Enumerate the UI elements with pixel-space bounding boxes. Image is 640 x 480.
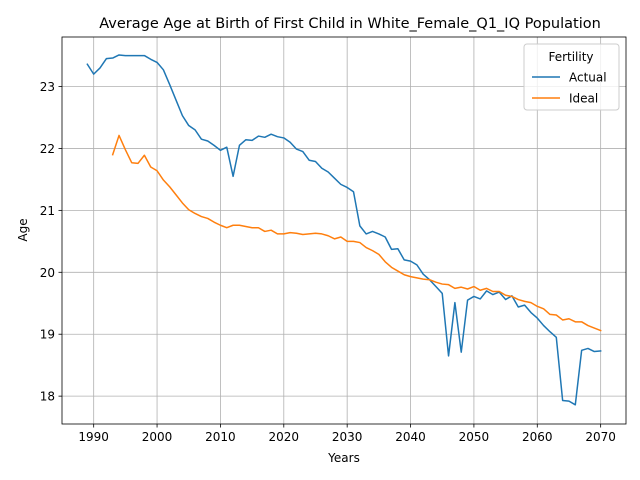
- legend-label-actual: Actual: [569, 71, 607, 85]
- x-tick-label: 2020: [269, 430, 300, 444]
- y-tick-label: 19: [40, 328, 55, 342]
- legend: Fertility Actual Ideal: [523, 43, 620, 111]
- y-tick-label: 21: [40, 204, 55, 218]
- legend-title: Fertility: [548, 50, 593, 64]
- x-axis-ticks: 1990 2000 2010 2020 2030 2040 2050 2060 2070: [78, 424, 616, 444]
- y-axis-label: Age: [16, 218, 30, 241]
- x-tick-label: 2010: [205, 430, 236, 444]
- legend-box: [523, 43, 620, 111]
- series-line-actual: [86, 54, 602, 406]
- x-axis-label: Years: [327, 451, 360, 465]
- y-tick-label: 23: [40, 80, 55, 94]
- x-tick-label: 2030: [332, 430, 363, 444]
- y-tick-label: 22: [40, 142, 55, 156]
- x-tick-label: 1990: [78, 430, 109, 444]
- x-tick-label: 2060: [522, 430, 553, 444]
- plot-frame: [61, 36, 627, 425]
- y-tick-label: 18: [40, 390, 55, 404]
- x-tick-label: 2070: [585, 430, 616, 444]
- x-tick-label: 2000: [142, 430, 173, 444]
- series-layer: [86, 54, 602, 406]
- x-tick-label: 2040: [395, 430, 426, 444]
- legend-label-ideal: Ideal: [569, 92, 598, 106]
- x-tick-label: 2050: [459, 430, 490, 444]
- y-tick-label: 20: [40, 266, 55, 280]
- series-line-ideal: [111, 134, 602, 332]
- chart-title: Average Age at Birth of First Child in W…: [99, 16, 601, 32]
- y-axis-ticks: 18 19 20 21 22 23: [40, 80, 62, 404]
